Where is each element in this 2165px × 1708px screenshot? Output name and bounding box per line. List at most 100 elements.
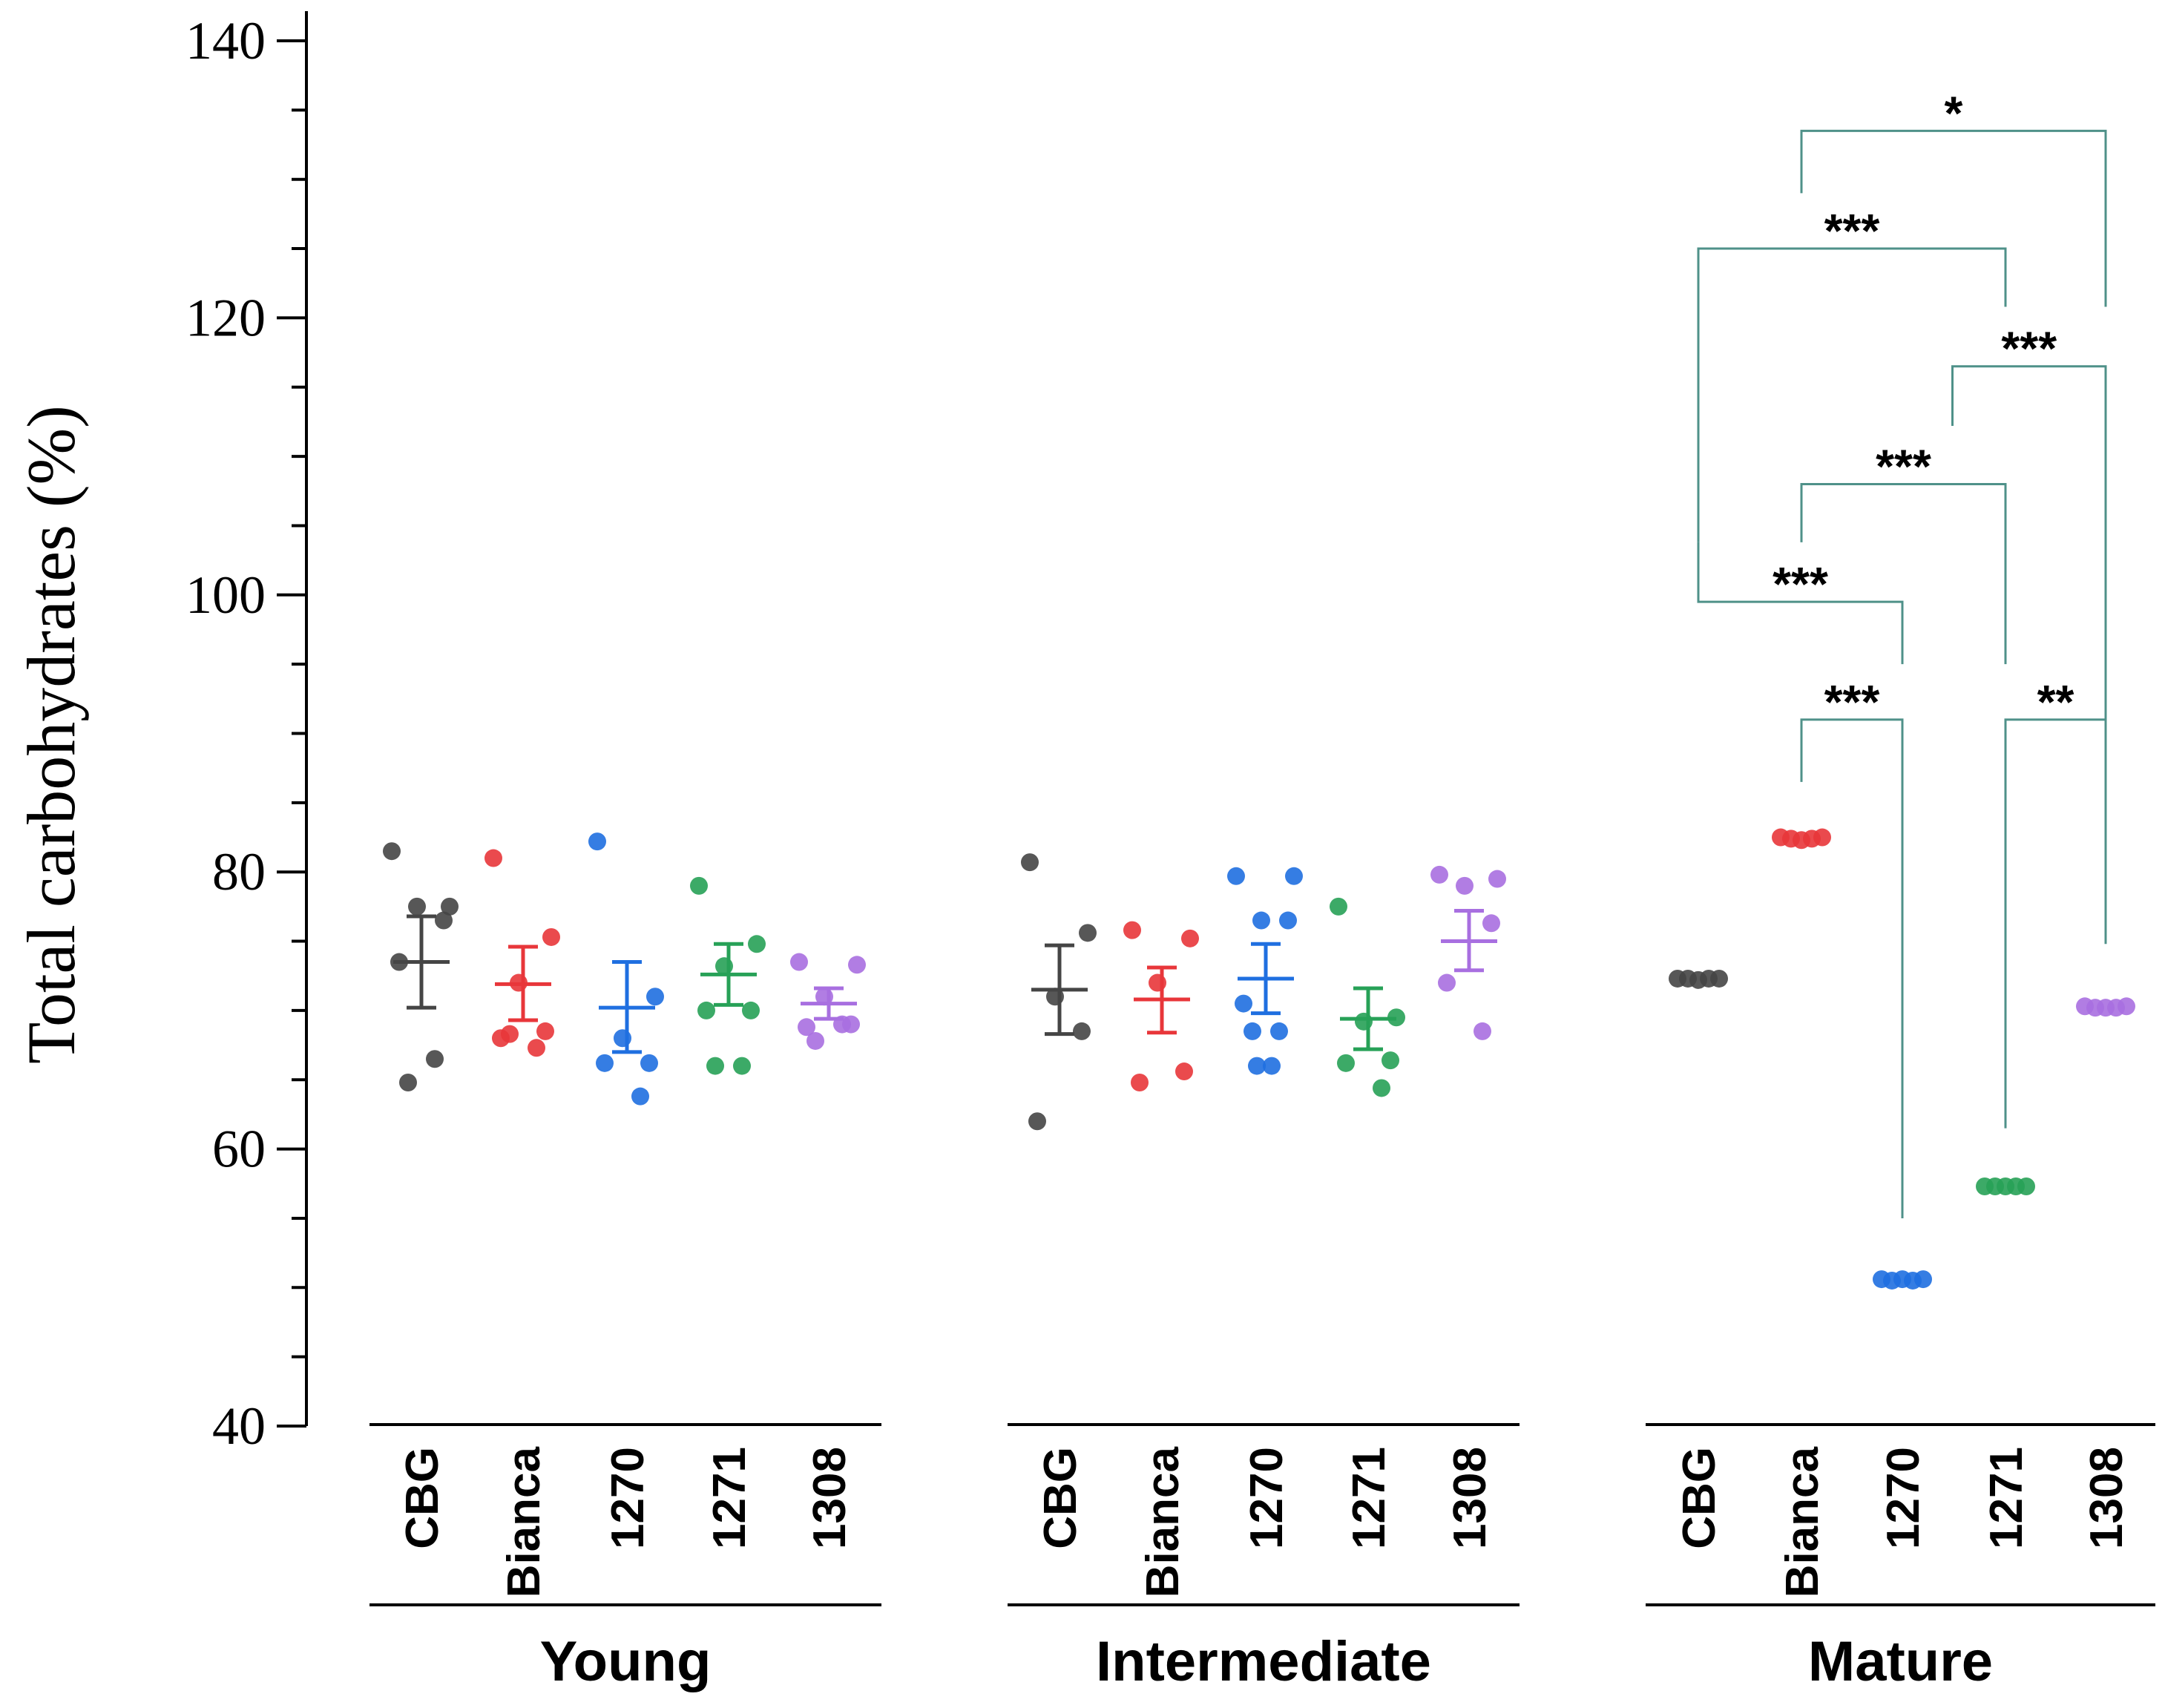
category-label: Bianca [1777, 1446, 1828, 1597]
data-point [1073, 1022, 1091, 1040]
significance-bracket: * [1800, 86, 2107, 307]
bracket-line [1697, 247, 2007, 542]
data-point [806, 1031, 824, 1050]
group-young: Young CBG Bianca 1270 1271 1308 [369, 832, 881, 1693]
data-point [1181, 929, 1199, 947]
series-1308: 1308 [2076, 997, 2135, 1549]
bracket-line [1800, 129, 2107, 307]
data-point [1438, 973, 1456, 992]
category-label: CBG [397, 1447, 448, 1549]
data-point [528, 1039, 545, 1057]
significance-bracket: *** [1800, 439, 2007, 665]
group-mature: Mature CBG Bianca 1270 1271 1308 [1646, 828, 2155, 1693]
data-point [1285, 867, 1303, 885]
data-point [1474, 1022, 1491, 1040]
data-point [690, 876, 708, 895]
data-point [1270, 1022, 1288, 1040]
category-label: 1270 [1241, 1447, 1292, 1549]
category-label: 1308 [2081, 1447, 2132, 1549]
data-point [383, 842, 401, 861]
significance-label: *** [2001, 322, 2057, 375]
data-point [2118, 997, 2135, 1016]
series-1308: 1308 [1430, 865, 1506, 1549]
bracket-line [1951, 365, 2107, 942]
group-label: Young [540, 1630, 712, 1693]
data-point [542, 927, 560, 946]
groups: Young CBG Bianca 1270 1271 1308 Intermediate CB… [369, 828, 2155, 1693]
group-intermediate: Intermediate CBG Bianca 1270 1271 1308 [1008, 853, 1520, 1693]
group-label: Intermediate [1096, 1630, 1431, 1693]
data-point [1021, 853, 1039, 872]
series-1270: 1270 [1873, 1270, 1932, 1549]
data-point [748, 935, 766, 953]
y-tick-label: 120 [185, 288, 266, 347]
data-point [1813, 828, 1831, 847]
category-label: 1270 [1878, 1447, 1929, 1549]
series-1270: 1270 [1227, 867, 1303, 1549]
significance-bracket: *** [1951, 322, 2107, 942]
data-point [1430, 865, 1448, 884]
y-tick-label: 80 [212, 842, 266, 901]
category-label: 1270 [602, 1447, 654, 1549]
data-point [435, 911, 453, 930]
data-point [1373, 1079, 1390, 1097]
category-label: 1271 [704, 1447, 755, 1549]
series-bianca: Bianca [1123, 921, 1199, 1597]
data-point [1488, 870, 1506, 888]
category-label: 1308 [804, 1447, 855, 1549]
category-label: 1271 [1981, 1447, 2032, 1549]
data-point [1244, 1022, 1261, 1040]
category-label: 1308 [1445, 1447, 1496, 1549]
data-point [790, 953, 808, 971]
category-label: CBG [1674, 1447, 1725, 1549]
series-1270: 1270 [588, 832, 664, 1549]
series-cbg: CBG [1669, 969, 1728, 1549]
data-point [1235, 994, 1252, 1013]
data-point [426, 1050, 444, 1068]
bracket-line [1800, 482, 2007, 665]
series-1271: 1271 [690, 876, 766, 1549]
series-1271: 1271 [1330, 897, 1405, 1549]
category-label: CBG [1035, 1447, 1086, 1549]
significance-bracket: *** [1697, 542, 1904, 665]
data-point [1252, 911, 1270, 930]
data-point [1914, 1270, 1932, 1289]
data-point [1337, 1054, 1355, 1072]
category-label: Bianca [499, 1446, 550, 1597]
bracket-line [1697, 542, 1904, 665]
data-point [646, 988, 664, 1006]
data-point [1382, 1051, 1399, 1070]
data-point [1330, 897, 1347, 916]
data-point [1227, 867, 1245, 885]
series-1308: 1308 [790, 953, 866, 1549]
data-point [1175, 1062, 1193, 1081]
data-point [1279, 911, 1297, 930]
significance-label: *** [1824, 204, 1880, 257]
data-point [399, 1073, 417, 1091]
group-label: Mature [1808, 1630, 1993, 1693]
data-point [640, 1054, 658, 1072]
data-point [596, 1054, 614, 1072]
y-tick-label: 60 [212, 1120, 266, 1179]
data-point [742, 1001, 760, 1019]
significance-brackets: **************** ** [1697, 86, 2107, 1218]
data-point [501, 1025, 519, 1043]
data-point [1028, 1112, 1046, 1131]
data-point [1263, 1057, 1281, 1075]
data-point [697, 1001, 715, 1019]
y-ticks: 40 60 80 100 120 140 [185, 11, 306, 1456]
data-point [848, 956, 866, 974]
significance-label: * [1945, 86, 1963, 139]
series-cbg: CBG [383, 842, 459, 1549]
significance-bracket: *** [1697, 204, 2007, 542]
y-tick-label: 140 [185, 11, 266, 70]
data-point [798, 1018, 815, 1037]
significance-bracket: ** [2004, 675, 2107, 1129]
series-1271: 1271 [1976, 1177, 2035, 1549]
data-point [408, 897, 426, 916]
significance-bracket: *** [1800, 675, 1904, 1218]
data-point [1248, 1057, 1266, 1075]
data-point [1482, 914, 1500, 933]
category-label: Bianca [1137, 1446, 1189, 1597]
significance-label: *** [1773, 557, 1828, 611]
